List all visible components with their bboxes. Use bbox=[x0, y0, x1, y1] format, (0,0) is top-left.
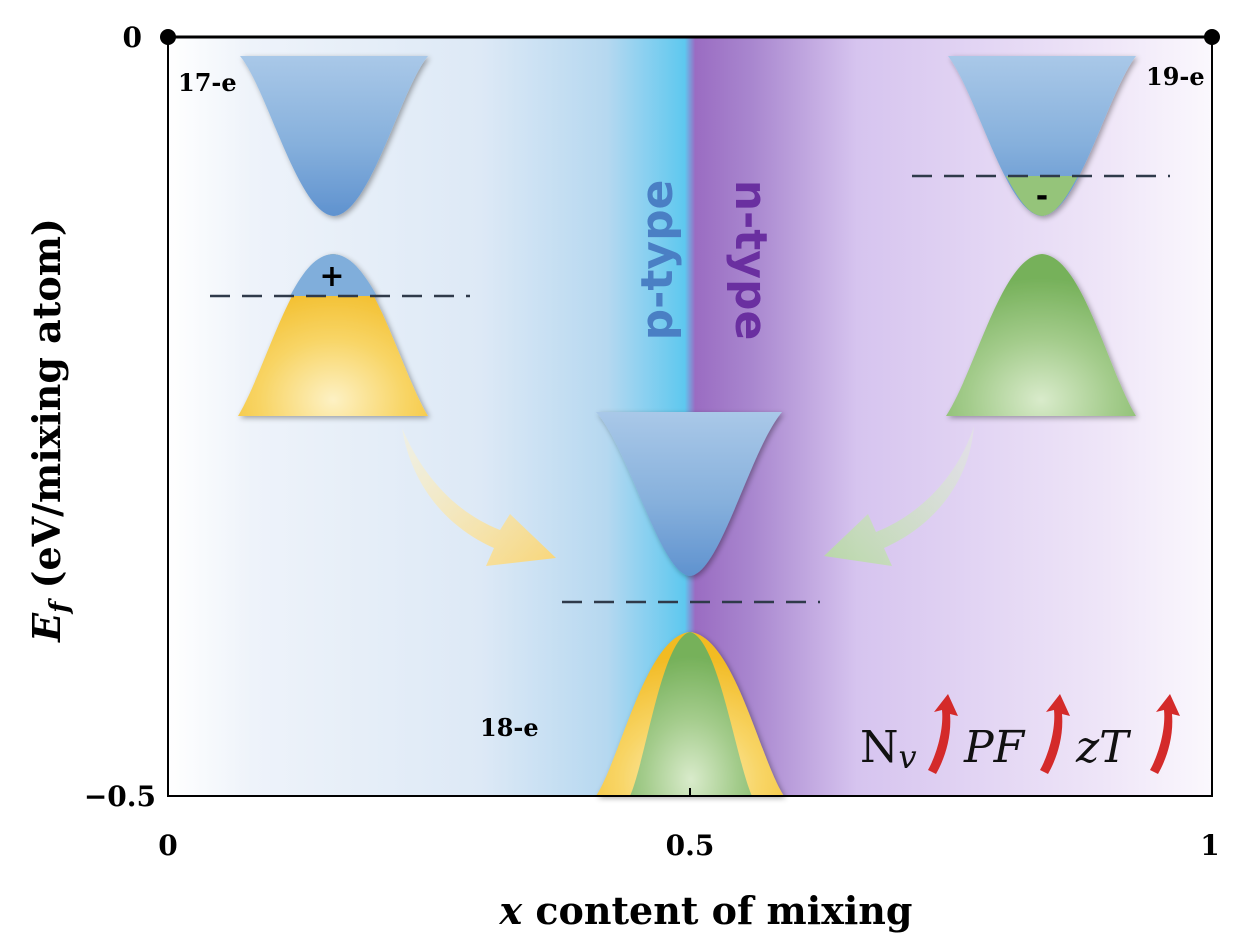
right-band-structure bbox=[946, 56, 1136, 416]
nv-up-arrow-icon bbox=[928, 694, 958, 774]
y-tick-label-top: 0 bbox=[123, 21, 142, 54]
top-left-marker bbox=[160, 29, 176, 45]
right-electron-count: 19-e bbox=[1146, 62, 1205, 91]
center-band-structure bbox=[596, 412, 784, 796]
figure-of-merit: Nv PF zT bbox=[860, 694, 1180, 776]
center-conduction-band bbox=[596, 412, 782, 576]
center-green-valence-band bbox=[630, 632, 752, 796]
nv-label: Nv bbox=[860, 722, 917, 776]
top-right-marker bbox=[1204, 29, 1220, 45]
x-tick-label-0: 0 bbox=[158, 829, 177, 862]
right-electron-pocket bbox=[1006, 176, 1078, 216]
green-transition-arrow bbox=[824, 426, 974, 566]
hole-symbol: + bbox=[319, 259, 344, 294]
left-valence-band bbox=[238, 254, 428, 416]
n-type-label: n-type bbox=[725, 180, 776, 341]
center-electron-count: 18-e bbox=[480, 713, 539, 742]
y-tick-label-bottom: −0.5 bbox=[84, 780, 156, 813]
x-axis-title: x content of mixing bbox=[499, 888, 913, 933]
p-type-label: p-type bbox=[632, 180, 683, 341]
electron-symbol: - bbox=[1036, 179, 1048, 214]
pf-label: PF bbox=[963, 722, 1026, 773]
zt-up-arrow-icon bbox=[1150, 694, 1180, 774]
pf-up-arrow-icon bbox=[1040, 694, 1070, 774]
left-hole-pocket bbox=[290, 254, 377, 296]
left-conduction-band bbox=[240, 56, 428, 216]
yellow-transition-arrow bbox=[402, 428, 556, 566]
y-axis-title: Ef (eV/mixing atom) bbox=[24, 218, 75, 643]
left-electron-count: 17-e bbox=[178, 68, 237, 97]
right-valence-band bbox=[946, 254, 1136, 416]
left-band-structure bbox=[238, 56, 428, 416]
x-tick-label-1: 1 bbox=[1200, 829, 1219, 862]
zt-label: zT bbox=[1075, 722, 1132, 773]
right-conduction-band bbox=[948, 56, 1136, 216]
x-tick-label-0.5: 0.5 bbox=[666, 829, 715, 862]
